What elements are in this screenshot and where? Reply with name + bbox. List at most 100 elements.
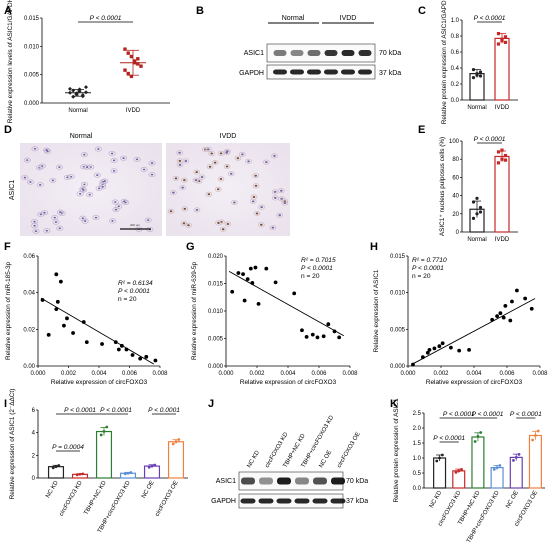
chart-g-x-tick-label: 0.004 (280, 371, 296, 377)
ihc-cell (271, 189, 279, 195)
chart-h-point (467, 347, 471, 352)
blot-b-band (290, 69, 304, 75)
ihc-cell (176, 162, 184, 168)
blot-j-band-asic1: ASIC1 (216, 478, 236, 485)
ihc-cell (43, 228, 51, 234)
chart-k-y-tick-label: 1.0 (413, 456, 422, 462)
chart-i-point (174, 440, 178, 444)
chart-e-point (500, 157, 504, 161)
chart-i-stat-label: P < 0.0001 (100, 407, 132, 414)
chart-k-y-label: Relative protein expression of ASIC1 (393, 398, 400, 503)
chart-a-y-tick-label: 0.010 (24, 44, 40, 50)
ihc-nucleus (59, 211, 62, 214)
chart-f-point (84, 340, 89, 345)
ihc-nucleus (233, 201, 236, 204)
blot-b-band (273, 50, 287, 56)
ihc-nucleus (187, 224, 190, 227)
ihc-nucleus (112, 159, 116, 162)
ihc-cell (211, 160, 219, 166)
ihc-cell (217, 150, 225, 156)
chart-e-y-tick-label: 20 (452, 212, 459, 218)
chart-e-y-tick-label: 100 (449, 139, 460, 145)
ihc-nucleus (194, 179, 198, 182)
blot-b-group-ivdd: IVDD (340, 15, 357, 22)
blot-b-band (307, 50, 321, 56)
chart-h-x-label: Relative expression of circFOXO3 (426, 379, 523, 386)
ihc-cell (81, 218, 89, 224)
ihc-nucleus (83, 183, 86, 186)
chart-g-point (242, 298, 247, 303)
chart-g-n: n = 20 (301, 273, 320, 280)
ihc-cell (56, 225, 64, 231)
ihc-nucleus (150, 162, 154, 164)
chart-e-point (500, 148, 504, 152)
chart-a-point (84, 85, 88, 90)
chart-h-point (501, 315, 506, 320)
chart-f-point (54, 272, 59, 277)
chart-h-point (449, 345, 453, 350)
ihc-nucleus (280, 189, 283, 192)
chart-f-x-tick-label: 0.006 (122, 371, 138, 377)
chart-e-bar (494, 155, 510, 233)
chart-a-point (84, 90, 88, 95)
ihc-nucleus (207, 148, 210, 151)
blot-j-bands (240, 477, 346, 504)
blot-b-band (324, 69, 338, 75)
ihc-nucleus (23, 176, 27, 179)
blot-j-kda-asic1: 70 kDa (346, 478, 368, 485)
ihc-cell (37, 211, 45, 217)
chart-e-y-label: ASIC1⁺ nucleus pulposus cells (%) (439, 137, 446, 236)
chart-a-point (136, 57, 140, 61)
chart-h-x-tick-label: 0.006 (499, 371, 515, 377)
panel-letter-a: A (4, 5, 12, 17)
chart-i-point (126, 471, 130, 475)
ihc-nucleus (283, 202, 287, 205)
ihc-nucleus (38, 183, 42, 186)
chart-a-point (129, 54, 134, 59)
ihc-cell (31, 219, 39, 225)
chart-k-bar (509, 456, 523, 489)
chart-f-n: n = 20 (118, 296, 137, 303)
ihc-cell (94, 146, 102, 152)
chart-h-x-tick-label: 0.000 (400, 371, 416, 377)
chart-k-point (457, 469, 461, 473)
ihc-nucleus (135, 158, 139, 161)
chart-h-n: n = 20 (412, 273, 431, 280)
ihc-nucleus (51, 179, 55, 182)
chart-f-y-tick-label: 0.04 (23, 291, 35, 297)
chart-e-point (471, 216, 476, 220)
chart-e-p-value-label: P < 0.0001 (474, 136, 506, 143)
chart-f-x-tick-label: 0.004 (91, 371, 107, 377)
ihc-cell (276, 212, 284, 218)
blot-b-group-normal: Normal (282, 15, 305, 22)
chart-a-y-tick-label: 0.015 (24, 16, 40, 22)
ihc-nucleus (111, 220, 114, 222)
chart-k-stat-label: P < 0.0001 (443, 411, 475, 418)
chart-i-point (105, 425, 109, 429)
ihc-nucleus (182, 222, 186, 225)
chart-g-x-tick-label: 0.000 (218, 371, 234, 377)
ihc-cell (170, 190, 177, 196)
blot-j-band (240, 498, 256, 504)
chart-h-y-tick-label: 0.015 (390, 254, 406, 260)
chart-i-point (78, 472, 82, 476)
chart-g-point (256, 301, 261, 306)
chart-a-ivdd-scatter: 0.000 0.005 0.010 0.015 Relative expression … (7, 0, 170, 123)
chart-i-point (102, 430, 106, 433)
chart-k-point (498, 464, 502, 467)
chart-h-point (437, 344, 442, 349)
chart-g-point (315, 335, 320, 340)
chart-e-point (496, 161, 501, 165)
ihc-nucleus (181, 186, 184, 189)
blot-j-kda-gapdh: 37 kDa (346, 498, 368, 505)
chart-k-bar (528, 434, 542, 489)
chart-f-y-label: Relative expression of miR-185-3p (5, 262, 12, 360)
chart-f-point (65, 316, 69, 321)
ihc-cell (258, 222, 265, 228)
chart-g-y-tick-label: 0.000 (208, 364, 224, 370)
blot-b-band (358, 50, 372, 56)
chart-i-x-label: TBHP+NC KD (83, 479, 108, 516)
chart-g-point (264, 266, 269, 271)
ihc-nucleus (265, 161, 268, 164)
ihc-cell (195, 178, 203, 184)
